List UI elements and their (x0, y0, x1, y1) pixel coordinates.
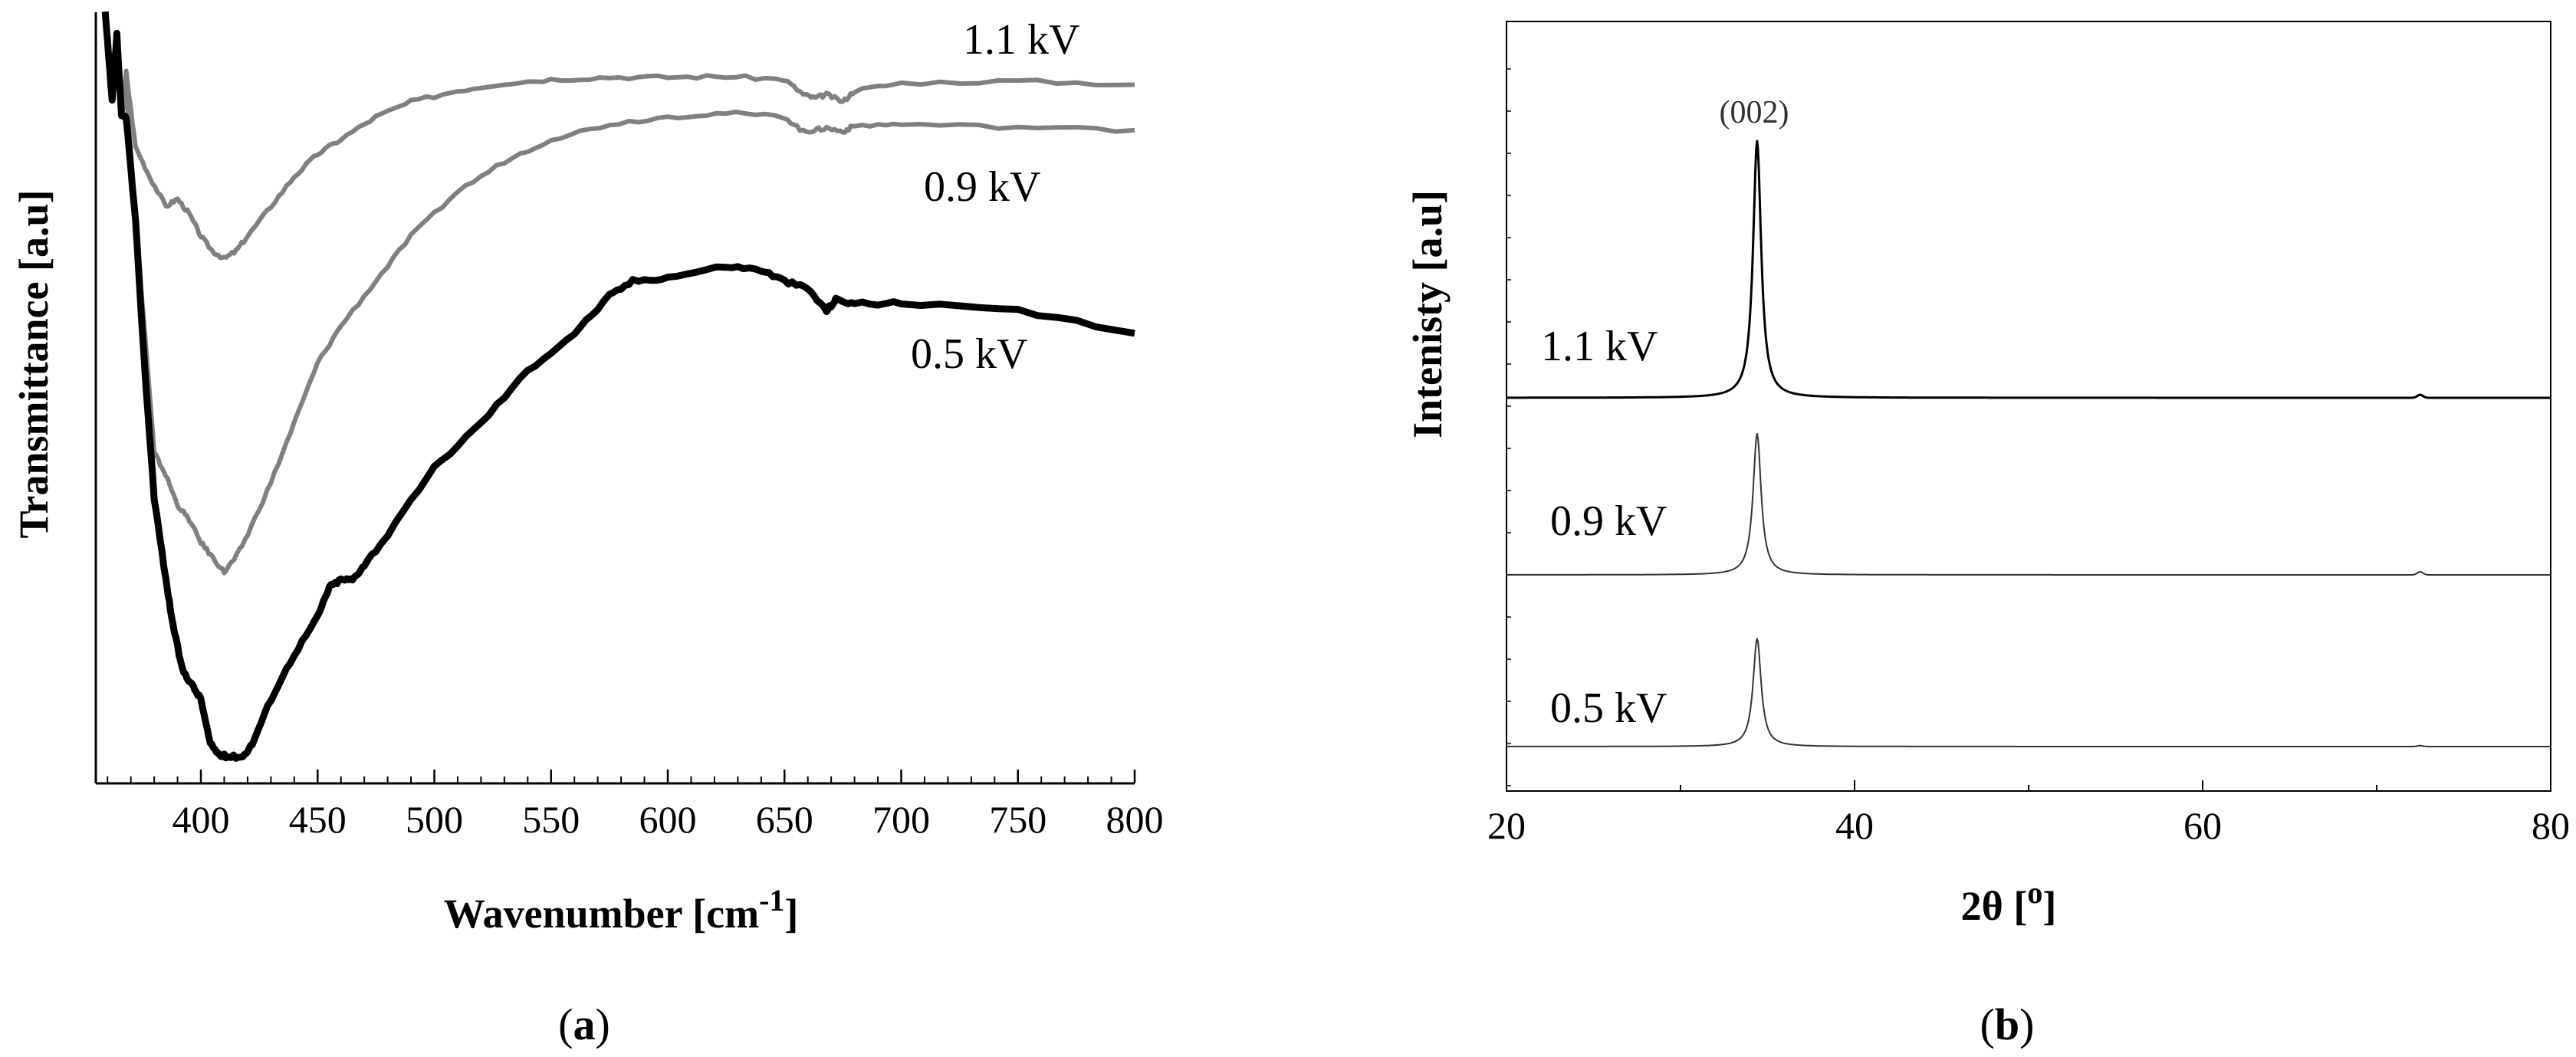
series-label-a-1.1kV: 1.1 kV (963, 16, 1079, 64)
panel-b-ylabel: Intenisty [a.u] (1405, 190, 1451, 438)
panel-b-xlabel-sup: o (2027, 875, 2042, 910)
series-label-b-0.5kV: 0.5 kV (1550, 684, 1667, 732)
panel-a-xlabel: Wavenumber [cm-1] (444, 883, 799, 937)
panel-b-caption-letter: b (1995, 1000, 2019, 1049)
panel-b-caption: (b) (1980, 1000, 2035, 1049)
panel-b-series-line-0.9kV (1506, 432, 2551, 576)
panel-a-tick-label: 400 (172, 798, 230, 841)
series-label-a-0.5kV: 0.5 kV (911, 330, 1027, 378)
peak-annotation-002: (002) (1720, 95, 1789, 130)
series-label-a-0.9kV: 0.9 kV (924, 163, 1040, 211)
panel-b-tick-label: 20 (1487, 804, 1526, 847)
panel-b-series-line-1.1kV (1506, 140, 2551, 399)
panel-a-tick-label: 600 (639, 798, 697, 841)
panel-b-xlabel-end: ] (2042, 883, 2056, 929)
panel-a-caption: (a) (558, 1000, 610, 1049)
panel-b-tick-label: 60 (2183, 804, 2222, 847)
panel-a-tick-label: 650 (756, 798, 813, 841)
series-label-b-1.1kV: 1.1 kV (1541, 323, 1658, 370)
panel-b-caption-close: ) (2019, 1000, 2034, 1049)
panel-a-series-line-0.5kV (101, 11, 1135, 762)
panel-a-tick-label: 500 (406, 798, 463, 841)
panel-a-xlabel-sup: -1 (759, 883, 784, 917)
series-label-b-0.9kV: 0.9 kV (1550, 497, 1667, 545)
panel-a-caption-close: ) (596, 1000, 610, 1049)
panel-a-tick-label: 450 (289, 798, 347, 841)
panel-b-series-line-0.5kV (1506, 638, 2551, 747)
panel-a-tick-label: 800 (1106, 798, 1164, 841)
panel-b-series-lines (1506, 140, 2551, 747)
panel-a-tick-label: 550 (522, 798, 580, 841)
panel-a-ylabel: Transmittance [a.u] (11, 190, 57, 539)
panel-b-tick-label: 40 (1835, 804, 1874, 847)
panel-b: 20 40 60 80 (002) 1.1 kV 0.9 kV 0.5 kV Inte… (1405, 21, 2570, 1049)
panel-a-series-lines (101, 11, 1135, 762)
panel-b-xlabel: 2θ [o] (1961, 875, 2057, 929)
panel-a-series-line-0.9kV (103, 14, 1135, 576)
panel-b-tick-label: 80 (2532, 804, 2570, 847)
panel-b-frame (1506, 21, 2551, 792)
panel-a: 400 450 500 550 600 650 700 750 800 1.1 kV 0.9 k… (11, 11, 1164, 1049)
panel-a-caption-letter: a (573, 1000, 596, 1049)
panel-b-caption-open: ( (1980, 1000, 1995, 1049)
panel-a-tick-label: 700 (872, 798, 930, 841)
panel-a-caption-open: ( (558, 1000, 573, 1049)
panel-a-xlabel-end: ] (784, 891, 798, 937)
panel-b-xlabel-main: 2θ [ (1961, 883, 2028, 929)
panel-a-ticks: 400 450 500 550 600 650 700 750 800 (107, 770, 1164, 841)
panel-a-xlabel-main: Wavenumber [cm (444, 891, 759, 937)
panel-a-series-line-1.1kV (103, 12, 1135, 261)
panel-a-tick-label: 750 (989, 798, 1046, 841)
panel-b-ticks: 20 40 60 80 (1487, 68, 2570, 847)
